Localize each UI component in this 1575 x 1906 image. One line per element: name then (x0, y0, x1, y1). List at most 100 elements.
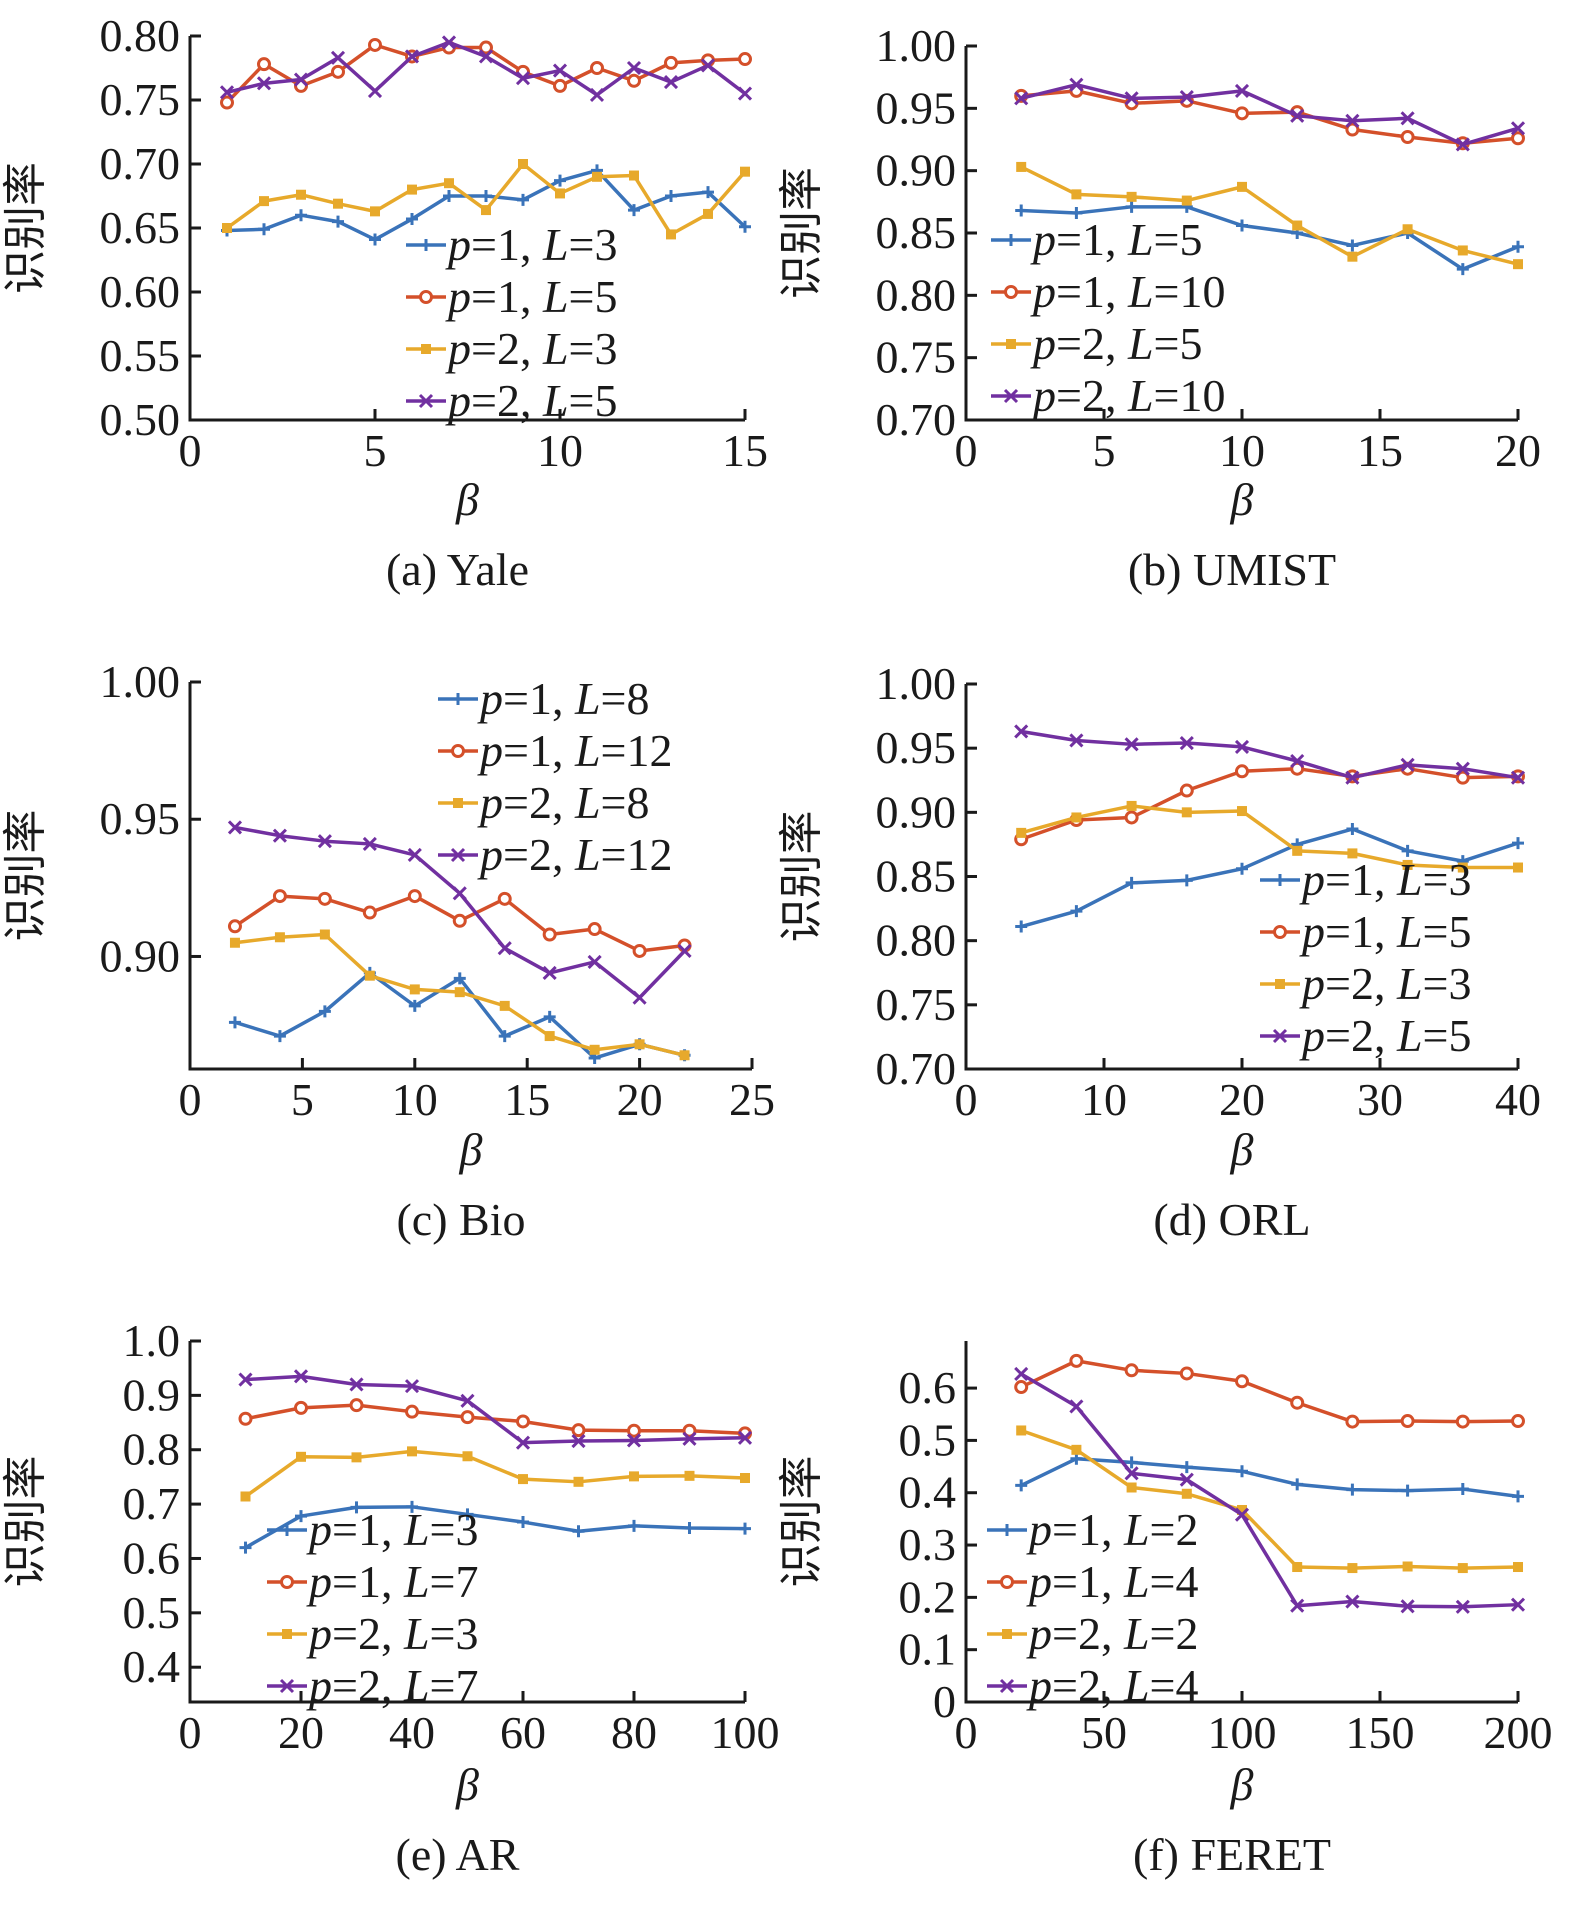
data-point (571, 1433, 586, 1449)
legend-item: p=1, L=12 (438, 725, 673, 776)
y-tick-label: 0.85 (876, 207, 957, 258)
data-point (666, 229, 676, 240)
legend-text-part: =2, (1056, 318, 1128, 369)
series-line (1020, 766, 1519, 841)
data-point (737, 86, 753, 101)
data-point (1071, 189, 1082, 200)
chart-panel: 0.50 0.55 0.60 0.65 0.70 0.75 0.80 0 5 10 15 β 识别率 (a… (1, 10, 768, 595)
legend-item: p=2, L=7 (267, 1660, 479, 1711)
legend-text-part: p (1030, 318, 1056, 369)
legend-label: p=2, L=7 (306, 1660, 479, 1711)
series-p-2-l-4 (1014, 1366, 1526, 1614)
legend-text-part: L (403, 1556, 430, 1607)
x-tick-label: 0 (955, 1074, 978, 1125)
legend-text-part: L (574, 673, 601, 724)
legend-label: p=1, L=2 (1026, 1504, 1199, 1555)
legend-marker (1000, 1575, 1014, 1589)
legend-text-part: L (574, 725, 601, 776)
data-point (1014, 724, 1029, 739)
data-point (319, 929, 330, 940)
y-tick-label: 0.50 (100, 394, 181, 445)
data-point (1401, 1484, 1414, 1497)
legend-text-part: L (1396, 958, 1423, 1009)
legend-item: p=2, L=10 (991, 370, 1226, 421)
legend-text-part: L (542, 271, 569, 322)
data-point (408, 999, 421, 1012)
data-point (461, 1508, 474, 1521)
data-point (229, 937, 240, 948)
data-point (738, 52, 752, 67)
series-line (244, 1449, 746, 1498)
chart-caption: (e) AR (396, 1829, 520, 1880)
legend-text-part: =2, (1052, 1608, 1124, 1659)
legend-text-part: L (542, 219, 569, 270)
y-tick-label: 0.85 (876, 851, 957, 902)
data-point (1345, 1414, 1360, 1429)
legend-label: p=2, L=5 (1299, 1010, 1472, 1061)
legend-item: p=2, L=4 (987, 1660, 1199, 1711)
legend-text-part: =1, (1056, 214, 1128, 265)
legend-marker (420, 239, 432, 251)
data-point (737, 1430, 753, 1445)
data-point (1234, 1507, 1250, 1522)
data-point (1181, 195, 1192, 206)
chart-caption: (f) FERET (1133, 1829, 1331, 1880)
y-tick-label: 0.65 (100, 202, 181, 253)
data-point (554, 174, 566, 187)
legend: p=1, L=2p=1, L=4p=2, L=2p=2, L=4 (987, 1504, 1199, 1711)
x-tick-label: 80 (611, 1707, 657, 1758)
data-point (1455, 1414, 1470, 1429)
data-point (1237, 1504, 1247, 1515)
data-point (1069, 1353, 1084, 1368)
data-point (407, 184, 417, 195)
legend-text-part: p (306, 1660, 332, 1711)
data-point (238, 1372, 253, 1387)
x-axis-label: β (455, 474, 479, 525)
data-point (663, 75, 679, 90)
series-line (1020, 827, 1519, 929)
data-point (295, 1510, 307, 1523)
legend-item: p=2, L=12 (438, 829, 673, 880)
data-point (572, 1525, 585, 1538)
data-point (590, 61, 604, 75)
series-line (1020, 729, 1519, 780)
data-point (407, 847, 422, 862)
data-point (1511, 1414, 1525, 1429)
y-tick-label: 0.70 (100, 138, 181, 189)
legend-label: p=2, L=10 (1030, 370, 1226, 421)
data-point (626, 60, 642, 76)
data-point (571, 1423, 586, 1438)
legend-text-part: =3 (569, 323, 618, 374)
y-tick-label: 1.00 (876, 20, 957, 71)
y-axis-label: 识别率 (777, 1456, 826, 1588)
data-point (740, 166, 750, 177)
legend-text-part: p (477, 725, 503, 776)
data-point (1455, 770, 1470, 785)
legend-text-part: =1, (1325, 854, 1397, 905)
legend-item: p=1, L=8 (438, 673, 650, 724)
legend-label: p=1, L=7 (306, 1556, 479, 1607)
chart-caption: (b) UMIST (1128, 544, 1336, 595)
data-point (1071, 1444, 1082, 1455)
legend-label: p=1, L=3 (306, 1504, 479, 1555)
data-point (1234, 83, 1250, 98)
legend-text-part: =1, (503, 673, 575, 724)
x-tick-label: 50 (1081, 1707, 1127, 1758)
legend-item: p=2, L=2 (987, 1608, 1199, 1659)
data-point (274, 932, 285, 943)
data-point (1124, 1363, 1139, 1378)
data-point (1016, 1425, 1027, 1436)
legend-text-part: =2, (1325, 1010, 1397, 1061)
legend-text-part: p (477, 777, 503, 828)
series-p-2-l-8 (229, 929, 690, 1061)
data-point (517, 1516, 529, 1529)
legend-marker (1273, 925, 1287, 939)
chart-panel: 0.40.50.60.70.80.91.0 0 20 40 60 80 100 β 识别率 (e)… (1, 1315, 780, 1880)
data-point (330, 50, 346, 65)
legend-marker (1274, 874, 1286, 886)
legend-item: p=1, L=4 (987, 1556, 1199, 1607)
data-point (499, 1000, 510, 1011)
legend-label: p=2, L=4 (1026, 1660, 1199, 1711)
x-tick-label: 20 (617, 1074, 663, 1125)
data-point (257, 57, 271, 72)
